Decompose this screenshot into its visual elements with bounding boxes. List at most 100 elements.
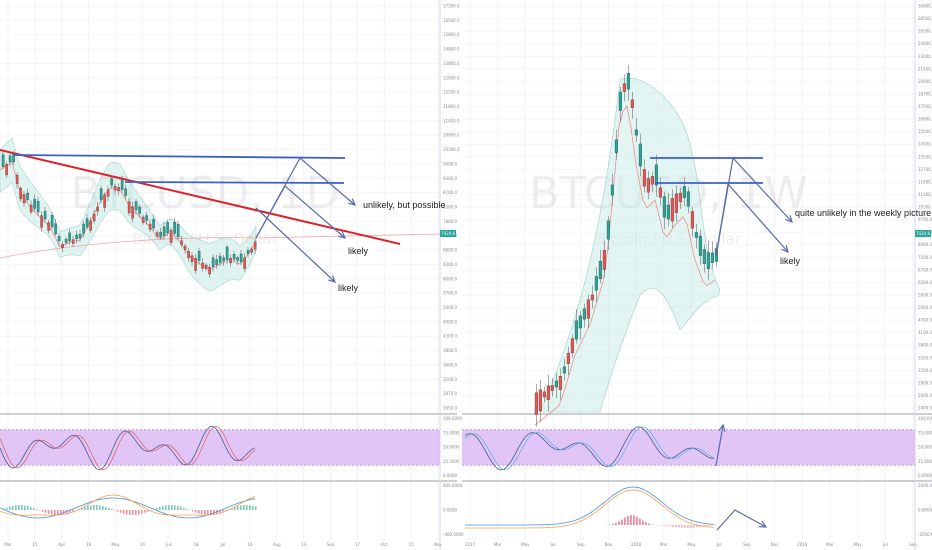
- time-tick-label: Mar: [494, 542, 502, 547]
- price-tick-label: 14800.0: [443, 47, 460, 52]
- time-tick-label: Nov: [771, 542, 779, 547]
- candle: [124, 188, 127, 196]
- annotation-unlikely-possible: unlikely, but possible: [363, 200, 445, 210]
- macd-histogram-bar: [12, 505, 14, 510]
- price-tick-label: 26500.0: [918, 29, 932, 34]
- stoch-tick-label: 25.0000: [918, 459, 932, 464]
- macd-tick-label: 0.0000: [918, 508, 932, 513]
- candle: [618, 91, 622, 111]
- candle: [542, 391, 546, 398]
- price-tick-label: 4100.0: [918, 330, 932, 335]
- candle: [546, 385, 550, 401]
- price-tick-label: 16500.0: [443, 18, 460, 23]
- price-tick-label: 2400.0: [918, 406, 932, 411]
- candle: [99, 188, 103, 201]
- time-tick-label: Mar: [4, 542, 12, 547]
- price-tick-label: 8300.0: [443, 205, 457, 210]
- price-tick-label: 9300.0: [443, 176, 457, 181]
- time-tick-label: Apr: [58, 542, 65, 547]
- candle: [19, 187, 22, 200]
- macd-histogram-bar: [90, 505, 92, 510]
- price-tick-label: 6200.0: [918, 280, 932, 285]
- time-tick-label: Sep: [743, 542, 751, 547]
- horizontal-level-upper: [13, 154, 346, 159]
- candle: [578, 315, 582, 329]
- macd-histogram-bar: [156, 507, 158, 510]
- macd-histogram-bar: [174, 505, 176, 510]
- candle: [602, 250, 606, 270]
- candle: [127, 201, 131, 214]
- price-tick-label: 10300.0: [443, 147, 460, 152]
- annotation-likely: likely: [780, 256, 801, 266]
- candle: [218, 255, 222, 263]
- price-tick-label: 6000.0: [443, 276, 457, 281]
- stoch-tick-label: 25.0000: [443, 459, 460, 464]
- annotation-likely: likely: [338, 283, 359, 293]
- candle: [57, 236, 61, 242]
- time-tick-label: May: [111, 542, 120, 547]
- macd-signal-line: [0, 494, 256, 516]
- price-tick-label: 28500.0: [918, 16, 932, 21]
- time-tick-label: Aug: [273, 542, 281, 547]
- macd-histogram-bar: [687, 525, 689, 528]
- candle: [190, 255, 194, 262]
- projection-arrow-high-head: [348, 198, 357, 206]
- macd-histogram-bar: [99, 505, 101, 510]
- macd-histogram-bar: [636, 516, 638, 525]
- projection-arrow-mid: [255, 185, 346, 239]
- candle: [225, 246, 229, 260]
- price-tick-label: 12200.0: [443, 90, 460, 95]
- stoch-k-line: [464, 426, 715, 471]
- macd-histogram-bar: [141, 510, 143, 514]
- macd-histogram-bar: [693, 525, 695, 528]
- macd-histogram-bar: [627, 515, 629, 525]
- macd-histogram-bar: [690, 525, 692, 528]
- candle: [243, 257, 246, 269]
- macd-line: [0, 497, 256, 519]
- macd-histogram-bar: [207, 510, 209, 515]
- price-tick-label: 10800.0: [443, 133, 460, 138]
- candle: [204, 264, 208, 270]
- macd-histogram-bar: [96, 505, 98, 510]
- macd-histogram-bar: [219, 510, 221, 513]
- candle: [236, 257, 239, 261]
- candle: [550, 385, 554, 391]
- candle: [75, 234, 78, 240]
- price-tick-label: 18700.0: [918, 91, 932, 96]
- price-tick-label: 6700.0: [918, 267, 932, 272]
- candle: [187, 251, 190, 259]
- candle: [670, 198, 674, 222]
- candle: [155, 232, 159, 237]
- watermark-name: Bitcoin / U.S. Dollar: [132, 230, 278, 248]
- candle: [638, 143, 642, 167]
- macd-histogram-bar: [138, 510, 140, 515]
- macd-histogram-bar: [243, 505, 245, 510]
- macd-histogram-bar: [669, 525, 671, 527]
- macd-histogram-bar: [663, 525, 665, 526]
- macd-histogram-bar: [237, 506, 239, 510]
- macd-histogram-bar: [36, 509, 38, 510]
- candle: [674, 193, 678, 213]
- candle: [562, 366, 566, 374]
- macd-histogram-bar: [651, 524, 653, 525]
- price-tick-label: 3800.0: [443, 348, 457, 353]
- stoch-tick-label: 50.0000: [443, 445, 460, 450]
- time-tick-label: Nov: [434, 542, 442, 547]
- price-tick-label: 8700.0: [443, 190, 457, 195]
- macd-histogram-bar: [27, 506, 29, 510]
- price-tick-label: 3800.0: [918, 343, 932, 348]
- candle: [113, 186, 117, 191]
- candle: [538, 389, 542, 412]
- candle: [176, 224, 180, 238]
- price-tick-label: 21600.0: [918, 66, 932, 71]
- candle: [50, 215, 54, 228]
- macd-histogram-bar: [6, 507, 8, 510]
- macd-histogram-bar: [117, 510, 119, 512]
- last-price-badge: [915, 230, 931, 237]
- candle: [554, 380, 558, 388]
- macd-histogram-bar: [192, 510, 194, 512]
- candle: [5, 164, 8, 176]
- macd-histogram-bar: [15, 505, 17, 510]
- macd-histogram-bar: [105, 506, 107, 510]
